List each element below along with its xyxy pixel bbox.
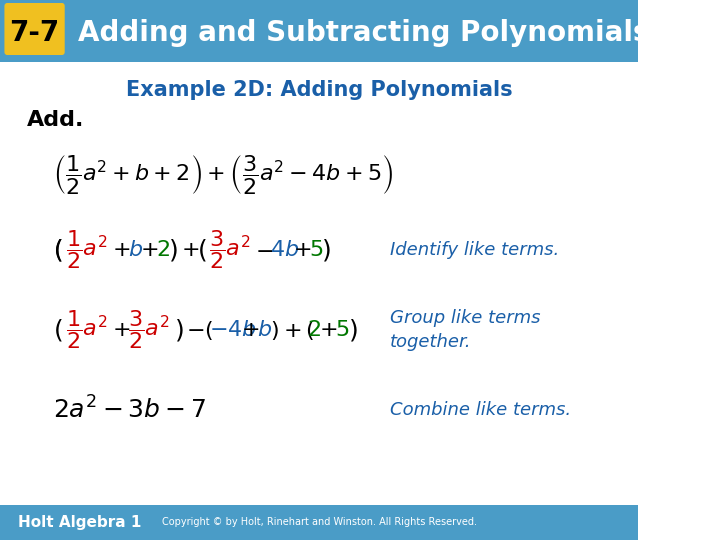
Text: $+$: $+$ bbox=[140, 240, 158, 260]
Text: $+$: $+$ bbox=[181, 240, 199, 260]
Text: Holt Algebra 1: Holt Algebra 1 bbox=[18, 515, 141, 530]
Text: $+$: $+$ bbox=[292, 240, 311, 260]
Text: $-($: $-($ bbox=[186, 319, 214, 341]
Text: Combine like terms.: Combine like terms. bbox=[390, 401, 571, 419]
Text: $5$: $5$ bbox=[335, 320, 349, 340]
Text: $+$: $+$ bbox=[112, 240, 130, 260]
Text: Example 2D: Adding Polynomials: Example 2D: Adding Polynomials bbox=[126, 80, 513, 100]
FancyBboxPatch shape bbox=[0, 505, 639, 540]
Text: Group like terms: Group like terms bbox=[390, 309, 541, 327]
Text: Copyright © by Holt, Rinehart and Winston. All Rights Reserved.: Copyright © by Holt, Rinehart and Winsto… bbox=[162, 517, 477, 527]
Text: $b$: $b$ bbox=[127, 240, 143, 260]
Text: $5$: $5$ bbox=[308, 240, 323, 260]
FancyBboxPatch shape bbox=[0, 0, 639, 62]
Text: $)$: $)$ bbox=[348, 317, 357, 343]
Text: $-4b$: $-4b$ bbox=[210, 320, 257, 340]
Text: $+$: $+$ bbox=[319, 320, 338, 340]
Text: $2$: $2$ bbox=[156, 240, 170, 260]
Text: $4b$: $4b$ bbox=[269, 240, 299, 260]
Text: $($: $($ bbox=[53, 317, 63, 343]
Text: Adding and Subtracting Polynomials: Adding and Subtracting Polynomials bbox=[78, 19, 649, 47]
Text: $)$: $)$ bbox=[321, 237, 330, 263]
Text: $+$: $+$ bbox=[112, 320, 130, 340]
Text: $($: $($ bbox=[197, 237, 207, 263]
Text: $)$: $)$ bbox=[168, 237, 178, 263]
Text: 7-7: 7-7 bbox=[9, 19, 60, 47]
Text: $\dfrac{3}{2}a^2$: $\dfrac{3}{2}a^2$ bbox=[127, 308, 169, 352]
Text: $\dfrac{3}{2}a^2$: $\dfrac{3}{2}a^2$ bbox=[210, 228, 251, 272]
Text: $)$: $)$ bbox=[174, 317, 184, 343]
Text: Identify like terms.: Identify like terms. bbox=[390, 241, 559, 259]
Text: $2$: $2$ bbox=[307, 320, 320, 340]
Text: together.: together. bbox=[390, 333, 472, 351]
Text: $) + ($: $) + ($ bbox=[269, 319, 315, 341]
Text: Add.: Add. bbox=[27, 110, 84, 130]
Text: $($: $($ bbox=[53, 237, 63, 263]
Text: $\left(\dfrac{1}{2}a^2 + b + 2\right) + \left(\dfrac{3}{2}a^2 - 4b + 5\right)$: $\left(\dfrac{1}{2}a^2 + b + 2\right) + … bbox=[53, 153, 393, 197]
FancyBboxPatch shape bbox=[4, 3, 65, 55]
Text: $b$: $b$ bbox=[257, 320, 272, 340]
Text: $\dfrac{1}{2}a^2$: $\dfrac{1}{2}a^2$ bbox=[66, 308, 107, 352]
Text: $+$: $+$ bbox=[241, 320, 259, 340]
Text: $2a^2 - 3b - 7$: $2a^2 - 3b - 7$ bbox=[53, 396, 207, 423]
Text: $\left(\right.$: $\left(\right.$ bbox=[53, 237, 63, 263]
Text: $-$: $-$ bbox=[256, 240, 274, 260]
Text: $\dfrac{1}{2}a^2$: $\dfrac{1}{2}a^2$ bbox=[66, 228, 107, 272]
